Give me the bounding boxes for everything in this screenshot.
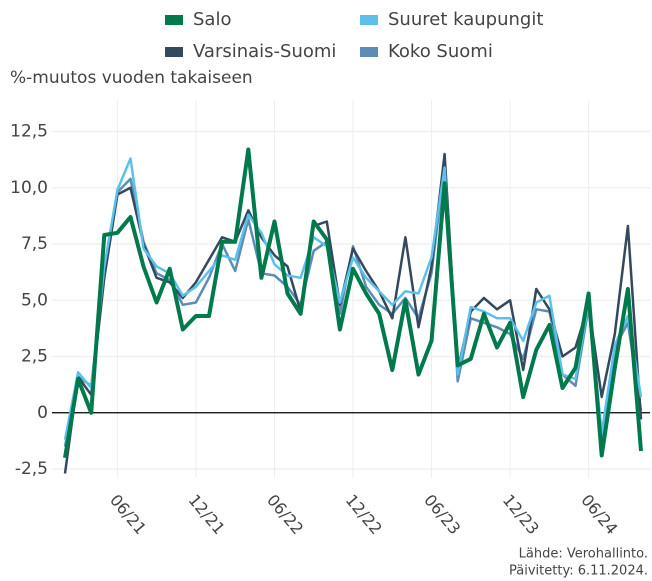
legend-label: Suuret kaupungit xyxy=(388,9,543,30)
y-tick-label: 5,0 xyxy=(21,290,48,310)
source: Lähde: Verohallinto. xyxy=(519,547,648,562)
y-tick-label: 10,0 xyxy=(10,178,48,198)
y-tick-label: 2,5 xyxy=(21,347,48,367)
series-line xyxy=(63,152,643,474)
legend-label: Koko Suomi xyxy=(388,41,493,62)
legend-swatch xyxy=(165,47,183,57)
series-line xyxy=(63,164,643,447)
y-tick-label: 12,5 xyxy=(10,122,48,142)
legend-swatch xyxy=(360,47,378,57)
series-line xyxy=(63,157,643,441)
legend-label: Varsinais-Suomi xyxy=(193,41,336,62)
series-line xyxy=(63,147,643,459)
updated: Päivitetty: 6.11.2024. xyxy=(509,564,648,579)
x-tick-label: 06/22 xyxy=(263,491,307,539)
y-axis-label: %-muutos vuoden takaiseen xyxy=(10,68,253,88)
x-tick-label: 06/24 xyxy=(577,491,621,539)
y-tick-label: -2,5 xyxy=(15,459,48,479)
x-tick-label: 06/23 xyxy=(420,491,464,539)
x-tick-label: 06/21 xyxy=(106,491,150,539)
y-tick-label: 7,5 xyxy=(21,234,48,254)
y-tick-label: 0 xyxy=(37,403,48,423)
legend-swatch xyxy=(165,15,183,25)
x-tick-label: 12/21 xyxy=(185,491,229,539)
legend-label: Salo xyxy=(193,9,231,30)
legend-swatch xyxy=(360,15,378,25)
x-tick-label: 12/23 xyxy=(499,491,543,539)
x-tick-label: 12/22 xyxy=(342,491,386,539)
